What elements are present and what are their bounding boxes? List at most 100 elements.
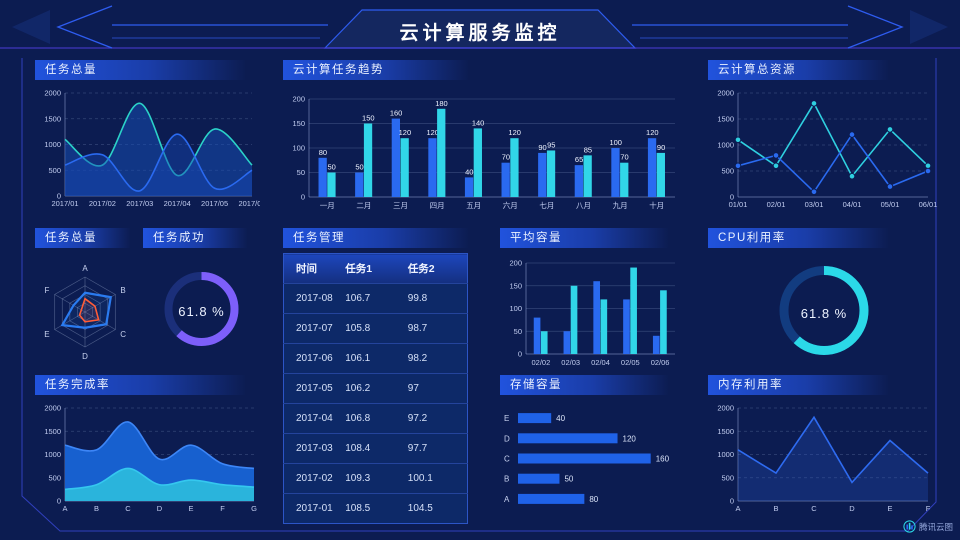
svg-text:80: 80 [319,148,327,157]
panel-task-success: 任务成功 61.8 % [143,228,260,370]
svg-text:150: 150 [292,119,305,128]
svg-text:160: 160 [390,109,403,118]
table-row: 2017-07 105.8 98.7 [283,313,468,344]
svg-text:2017/03: 2017/03 [126,199,153,208]
svg-text:1500: 1500 [717,115,734,124]
svg-text:50: 50 [328,163,336,172]
table-cell: 104.5 [406,493,468,524]
column-header: 时间 [283,253,345,284]
svg-text:E: E [887,504,892,513]
cloud-chart-logo-icon [903,520,916,533]
panel-title: 云计算总资源 [718,64,796,76]
table-cell: 106.1 [344,343,407,374]
table-cell: 2017-07 [283,313,345,344]
svg-text:八月: 八月 [576,201,591,210]
table-cell: 99.8 [406,283,468,314]
panel-cpu-usage-header: CPU利用率 [708,228,888,248]
svg-text:C: C [120,330,126,339]
svg-text:0: 0 [301,193,305,202]
svg-text:F: F [926,504,931,513]
panel-total-resources-header: 云计算总资源 [708,60,888,80]
watermark-label: 腾讯云图 [919,521,954,532]
svg-text:A: A [62,504,67,513]
svg-text:七月: 七月 [539,201,554,210]
panel-tasks-total-header: 任务总量 [35,60,245,80]
page-title: 云计算服务监控 [399,23,561,44]
panel-tasks-total: 任务总量 0 500 1000 1500 2000 2017/01 2017/02 2017/… [35,60,266,215]
table-cell: 100.1 [406,463,468,494]
table-cell: 2017-08 [283,283,345,314]
task-table-header-row: 时间 任务1 任务2 [283,253,468,284]
panel-title: 存储容量 [510,379,562,391]
cpu-usage-gauge: 61.8 % [708,253,940,373]
table-cell: 2017-02 [283,463,345,494]
panel-title: CPU利用率 [718,232,786,244]
svg-text:D: D [82,352,88,361]
svg-text:500: 500 [48,166,61,175]
table-cell: 2017-05 [283,373,345,404]
svg-text:三月: 三月 [393,201,408,210]
panel-title: 平均容量 [510,232,562,244]
svg-text:0: 0 [518,350,522,359]
svg-text:500: 500 [48,473,61,482]
tasks-total-chart: 0 500 1000 1500 2000 2017/01 2017/02 2017/03 201… [35,85,265,215]
table-cell: 97.7 [406,433,468,464]
svg-text:B: B [94,504,99,513]
svg-text:五月: 五月 [466,201,481,210]
svg-text:80: 80 [589,495,598,504]
table-row: 2017-02 109.3 100.1 [283,463,468,494]
panel-title: 任务完成率 [45,379,110,391]
svg-text:05/01: 05/01 [881,200,900,209]
svg-text:50: 50 [564,475,573,484]
svg-text:70: 70 [620,153,628,162]
table-row: 2017-03 108.4 97.7 [283,433,468,464]
task-table-head: 时间 任务1 任务2 [283,253,468,284]
task-table-body: 2017-08 106.7 99.8 2017-07 105.8 98.7 2017-06 1… [283,283,468,524]
svg-text:四月: 四月 [430,201,445,210]
svg-text:02/03: 02/03 [561,358,580,367]
svg-text:04/01: 04/01 [843,200,862,209]
avg-capacity-chart: 0 50 100 150 200 02/02 02/03 02/04 02/05 02/06 [500,253,683,373]
svg-text:2000: 2000 [44,89,61,98]
svg-text:150: 150 [509,281,522,290]
column-header: 任务1 [344,253,407,284]
svg-text:1000: 1000 [44,450,61,459]
svg-text:65: 65 [575,155,583,164]
svg-text:F: F [44,286,49,295]
task-success-value: 61.8 % [178,304,225,319]
table-row: 2017-01 108.5 104.5 [283,493,468,524]
panel-title: 任务成功 [153,232,205,244]
svg-text:B: B [120,286,125,295]
panel-task-radar-header: 任务总量 [35,228,130,248]
svg-text:九月: 九月 [613,201,628,210]
table-cell: 2017-03 [283,433,345,464]
svg-text:160: 160 [656,455,670,464]
storage-chart: E 40 D 120 C 160 B 50 A 80 [500,400,683,520]
svg-text:85: 85 [584,145,592,154]
cpu-usage-value: 61.8 % [800,305,848,321]
table-cell: 97 [406,373,468,404]
svg-text:90: 90 [657,143,665,152]
svg-text:2017/05: 2017/05 [201,199,228,208]
panel-task-success-header: 任务成功 [143,228,247,248]
svg-text:50: 50 [514,327,522,336]
svg-text:120: 120 [623,434,637,443]
svg-text:C: C [811,504,817,513]
svg-text:500: 500 [721,473,734,482]
table-cell: 106.2 [344,373,407,404]
panel-storage: 存储容量 E 40 D 120 C 160 B 50 A 80 [500,375,683,520]
table-cell: 2017-06 [283,343,345,374]
panel-task-trend: 云计算任务趋势 0 50 100 150 200 一月 二月 三月 四月 五月 六月 七月 八月 九月 十月… [283,60,683,218]
svg-text:1500: 1500 [44,427,61,436]
svg-text:一月: 一月 [320,201,335,210]
svg-text:02/05: 02/05 [621,358,640,367]
svg-text:六月: 六月 [503,200,518,210]
table-cell: 98.2 [406,343,468,374]
column-header: 任务2 [406,253,468,284]
svg-text:50: 50 [297,168,305,177]
svg-text:120: 120 [508,128,521,137]
svg-text:0: 0 [730,497,734,506]
task-trend-chart: 0 50 100 150 200 一月 二月 三月 四月 五月 六月 七月 八月 九月 十月 80 50 160 1… [283,85,683,218]
svg-text:A: A [82,264,88,273]
table-cell: 98.7 [406,313,468,344]
